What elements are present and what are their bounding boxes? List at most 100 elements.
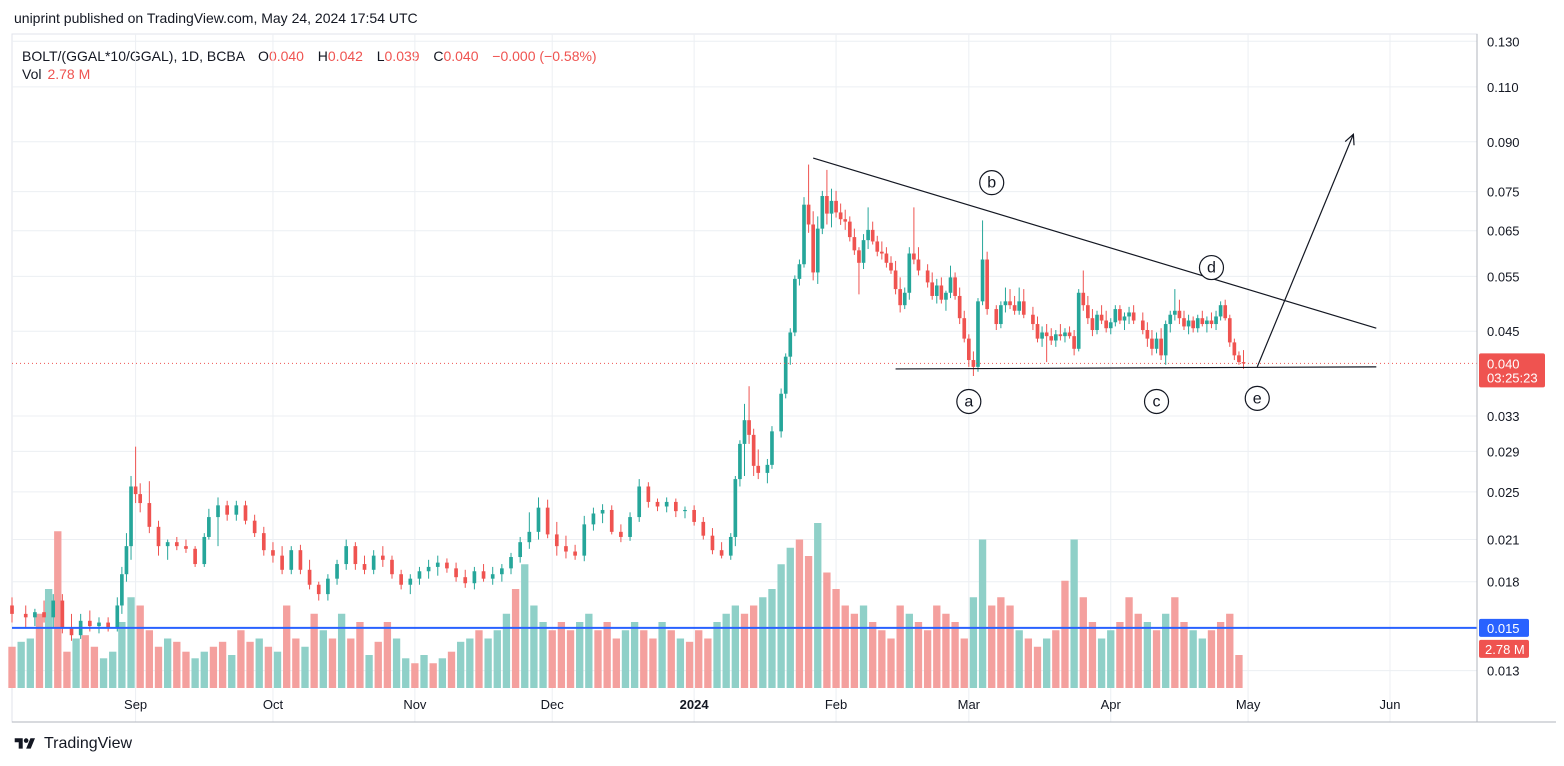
wave-label-circle: [979, 170, 1005, 196]
candle-body: [1118, 309, 1122, 321]
candle-body: [335, 564, 339, 579]
candle-body: [1072, 336, 1076, 349]
candle: [362, 555, 367, 575]
volume-bar: [978, 539, 987, 688]
volume-bar: [1198, 638, 1206, 688]
candle: [939, 277, 944, 304]
candle: [738, 440, 742, 487]
candle: [463, 569, 468, 588]
candle-body: [165, 542, 170, 547]
candle-body: [371, 555, 376, 570]
candle: [1118, 305, 1122, 325]
volume-bar: [603, 622, 611, 688]
candle-body: [207, 517, 211, 537]
y-tick-label: 0.045: [1487, 324, 1520, 339]
volume-bar: [484, 638, 492, 688]
candle-body: [673, 501, 678, 512]
candle: [1067, 326, 1072, 339]
footer-brand[interactable]: TradingView: [44, 735, 133, 752]
candle: [1241, 350, 1246, 369]
candle-body: [1191, 320, 1195, 329]
axes: 0.130 0.110 0.090 0.075 0.065 0.055 0.045 0.033…: [12, 34, 1556, 723]
volume-bar: [319, 630, 327, 688]
candle: [944, 290, 948, 311]
candle: [518, 536, 523, 563]
candle-body: [1058, 334, 1063, 337]
candle-body: [1076, 292, 1081, 349]
candle: [573, 544, 577, 560]
candle: [628, 512, 632, 541]
wave-label-text: c: [1153, 393, 1161, 410]
wave-label-text: e: [1253, 390, 1262, 407]
candle: [664, 497, 669, 513]
candle-body: [857, 250, 861, 263]
candle: [106, 617, 110, 632]
volume-bars: [8, 523, 1243, 688]
candle-body: [1182, 318, 1186, 327]
candle-body: [628, 517, 632, 537]
candle-body: [1214, 316, 1218, 325]
candle-body: [1241, 362, 1246, 364]
volume-bar: [63, 651, 71, 688]
candle-body: [225, 505, 230, 515]
volume-bar: [942, 613, 950, 688]
candle: [980, 220, 985, 306]
volume-label[interactable]: Vol: [22, 66, 42, 82]
volume-bar: [960, 638, 968, 688]
candle: [770, 426, 774, 469]
drawings[interactable]: a b c d e: [12, 133, 1477, 629]
wave-label-b: b: [979, 170, 1005, 196]
candle-body: [353, 546, 358, 565]
candle-body: [326, 578, 330, 595]
volume-bar: [649, 638, 657, 688]
candle: [298, 544, 303, 575]
candle-body: [1168, 314, 1173, 325]
candle-body: [124, 546, 129, 575]
candle: [820, 190, 825, 235]
candle: [120, 566, 124, 614]
candle: [742, 403, 747, 476]
candle-body: [564, 546, 568, 552]
candle-body: [582, 524, 587, 556]
candle-body: [115, 605, 120, 628]
candle-body: [156, 526, 161, 547]
wave-label-e: e: [1244, 385, 1270, 411]
candle: [280, 546, 284, 575]
candle: [971, 351, 976, 377]
wave-label-circle: [1244, 385, 1270, 411]
volume-bar: [548, 630, 556, 688]
tradingview-logo-icon[interactable]: [12, 736, 38, 752]
candle-body: [380, 555, 385, 560]
candle: [1163, 320, 1168, 365]
candle: [490, 566, 495, 585]
open-label: O: [258, 48, 269, 64]
wave-label-text: a: [964, 393, 973, 410]
candle: [335, 559, 339, 585]
candle-body: [875, 241, 880, 252]
candle: [834, 190, 838, 218]
volume-bar: [795, 539, 804, 688]
candle-body: [1008, 301, 1012, 306]
volume-bar: [337, 613, 346, 688]
candle-body: [1035, 324, 1040, 339]
volume-bar: [933, 605, 941, 688]
volume-bar: [612, 638, 620, 688]
volume-bar: [804, 556, 813, 688]
candle: [1186, 314, 1191, 335]
volume-bar: [1006, 605, 1014, 688]
candle-body: [1200, 318, 1205, 325]
candle-body: [344, 546, 349, 565]
volume-bar: [887, 638, 895, 688]
candle: [912, 207, 916, 265]
symbol-label[interactable]: BOLT/(GGAL*10/GGAL), 1D, BCBA: [22, 48, 245, 64]
candle-body: [509, 557, 513, 569]
candle-body: [944, 292, 948, 300]
candle: [426, 559, 431, 579]
volume-bar: [969, 597, 978, 688]
candle: [1182, 310, 1186, 331]
candle: [156, 520, 161, 556]
candle: [852, 228, 857, 255]
volume-bar: [466, 638, 474, 688]
volume-bar: [246, 641, 254, 688]
